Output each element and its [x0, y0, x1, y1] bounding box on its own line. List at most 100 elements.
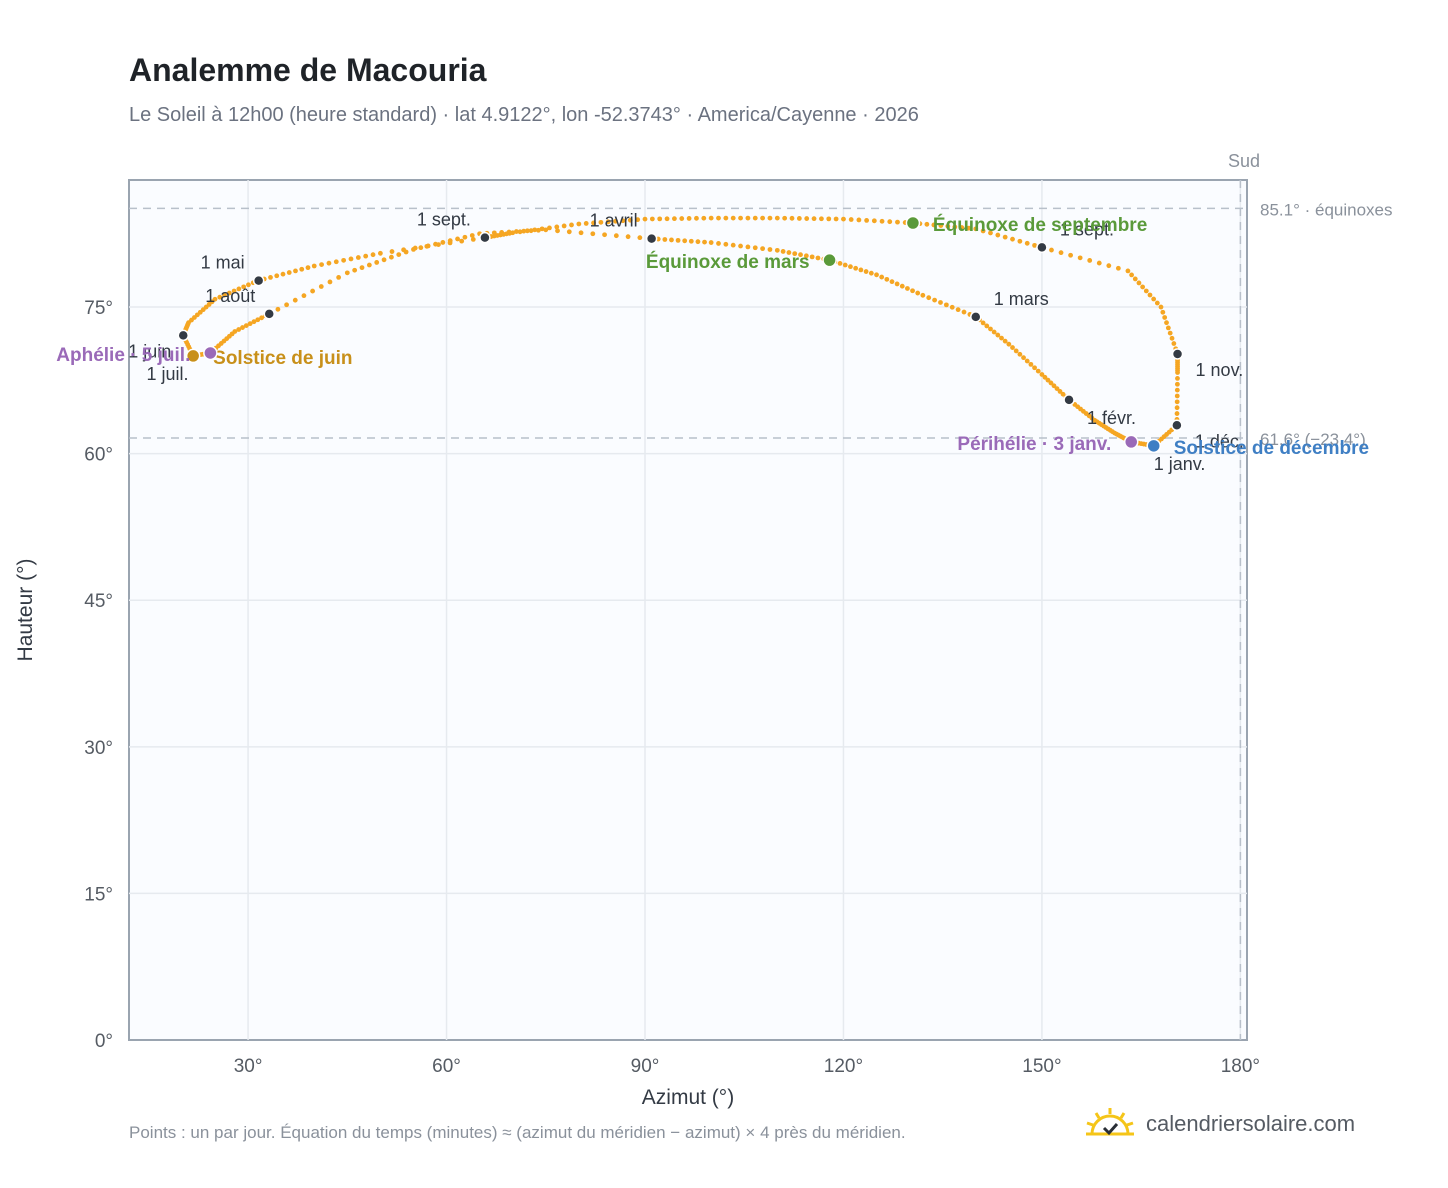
month-marker	[263, 308, 275, 320]
daily-point	[1049, 247, 1054, 253]
daily-point	[377, 250, 383, 256]
daily-point	[1096, 260, 1102, 266]
reference-lines: 85.1° · équinoxes 61.6° (−23.4°)	[129, 180, 1393, 1040]
daily-point	[352, 267, 358, 273]
daily-point	[868, 270, 874, 276]
daily-point	[1077, 255, 1083, 261]
daily-point	[1021, 355, 1026, 361]
daily-point	[980, 228, 986, 234]
daily-point	[1032, 365, 1037, 371]
daily-point	[1017, 238, 1023, 244]
daily-point	[543, 227, 549, 233]
daily-point	[521, 228, 527, 234]
daily-point	[301, 293, 307, 299]
daily-point	[243, 323, 249, 329]
daily-point	[924, 221, 930, 227]
event-label: Aphélie · 5 juil.	[56, 345, 190, 366]
daily-point	[598, 219, 604, 225]
daily-point	[745, 215, 751, 221]
daily-point	[547, 225, 552, 231]
daily-point	[1154, 300, 1160, 306]
month-label: 1 juin	[128, 341, 171, 361]
daily-point	[694, 215, 699, 221]
month-label: 1 sept.	[1060, 219, 1114, 239]
brand-logo[interactable]: calendriersolaire.com	[1084, 1104, 1355, 1144]
daily-point	[403, 249, 409, 255]
month-label: 1 mai	[201, 253, 245, 273]
daily-point	[374, 260, 380, 265]
daily-point	[613, 233, 619, 239]
daily-point	[894, 281, 900, 287]
daily-point	[973, 226, 979, 232]
daily-point	[583, 221, 589, 226]
daily-point	[1174, 405, 1180, 411]
month-label: 1 avril	[590, 211, 638, 231]
x-tick-label: 150°	[1022, 1056, 1061, 1077]
daily-point	[863, 269, 869, 274]
daily-point	[961, 309, 967, 315]
daily-point	[363, 253, 369, 259]
month-marker	[1036, 241, 1048, 254]
daily-point	[938, 300, 943, 305]
daily-point	[675, 237, 681, 243]
daily-point	[889, 279, 895, 285]
month-marker	[970, 311, 982, 323]
daily-point	[1035, 368, 1041, 374]
daily-point	[1125, 268, 1131, 274]
daily-point	[1042, 374, 1048, 380]
daily-point	[1132, 276, 1138, 282]
footer-note: Points : un par jour. Équation du temps …	[129, 1123, 906, 1142]
daily-point	[440, 240, 446, 245]
daily-point	[425, 243, 431, 249]
daily-point	[853, 265, 859, 271]
daily-point	[980, 320, 986, 326]
daily-point	[513, 229, 519, 234]
daily-point	[1143, 288, 1149, 294]
month-marker	[1171, 419, 1183, 432]
daily-point	[826, 216, 832, 222]
daily-point	[259, 315, 265, 321]
daily-point	[995, 332, 1001, 338]
daily-point	[318, 284, 324, 289]
daily-point	[819, 216, 824, 222]
daily-point	[920, 292, 926, 298]
daily-point	[381, 257, 387, 263]
daily-point	[905, 286, 910, 291]
daily-point	[780, 249, 786, 254]
daily-point	[1087, 258, 1093, 263]
daily-point	[887, 219, 893, 225]
daily-point	[539, 226, 545, 232]
daily-point	[462, 234, 468, 240]
daily-point	[708, 215, 714, 221]
daily-point	[841, 216, 846, 222]
daily-point	[222, 292, 227, 298]
daily-point	[292, 297, 298, 303]
daily-point	[1058, 250, 1064, 256]
daily-point	[966, 225, 972, 231]
daily-point	[359, 265, 365, 271]
daily-point	[286, 270, 292, 275]
daily-point	[433, 241, 438, 247]
daily-point	[730, 215, 736, 221]
event-marker	[1146, 438, 1161, 454]
event-label: Équinoxe de septembre	[933, 214, 1147, 236]
daily-point	[642, 216, 648, 222]
daily-point	[620, 218, 626, 224]
daily-point	[945, 223, 951, 229]
daily-point	[1171, 341, 1177, 346]
month-marker	[252, 274, 265, 287]
daily-point	[555, 228, 560, 234]
daily-point	[590, 231, 596, 237]
daily-point	[469, 233, 475, 238]
daily-point	[657, 216, 663, 222]
daily-point	[268, 275, 273, 280]
daily-point	[1147, 292, 1153, 298]
daily-point	[798, 252, 803, 258]
daily-point	[578, 230, 584, 236]
event-markers: Équinoxe de mars Équinoxe de septembre Sol…	[56, 214, 1369, 459]
month-label: 1 janv.	[1154, 454, 1206, 474]
daily-point	[241, 284, 247, 290]
sun-logo-icon	[1086, 1108, 1134, 1136]
daily-point	[602, 232, 607, 238]
daily-point	[931, 222, 937, 228]
